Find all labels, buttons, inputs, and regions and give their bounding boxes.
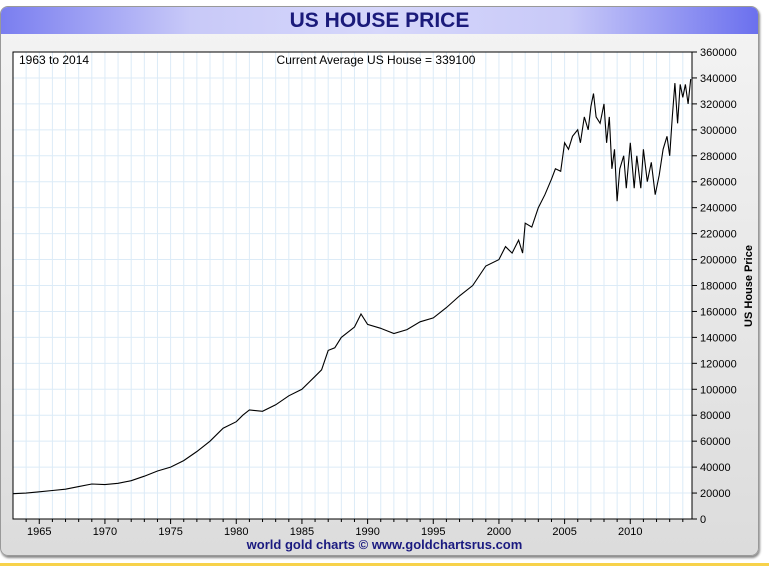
y-tick-label: 140000 xyxy=(700,332,737,344)
current-value-label: Current Average US House = 339100 xyxy=(277,53,476,67)
y-tick-label: 120000 xyxy=(700,358,737,370)
title-bar: US HOUSE PRICE xyxy=(1,7,758,34)
y-tick-label: 320000 xyxy=(700,99,737,111)
x-tick-label: 1980 xyxy=(224,526,248,538)
y-tick-label: 360000 xyxy=(700,47,737,59)
grid xyxy=(13,52,692,519)
y-tick-label: 40000 xyxy=(700,462,731,474)
y-tick-label: 20000 xyxy=(700,488,731,500)
y-tick-label: 220000 xyxy=(700,229,737,241)
range-label: 1963 to 2014 xyxy=(19,53,89,67)
y-axis-label: US House Price xyxy=(743,245,755,327)
series-line xyxy=(12,79,692,495)
y-tick-label: 160000 xyxy=(700,306,737,318)
x-tick-label: 1970 xyxy=(93,526,117,538)
x-tick-label: 1995 xyxy=(421,526,445,538)
y-tick-label: 240000 xyxy=(700,203,737,215)
plot-border xyxy=(12,51,693,520)
x-tick-label: 2010 xyxy=(618,526,642,538)
x-tick-label: 1975 xyxy=(158,526,182,538)
y-tick-label: 200000 xyxy=(700,255,737,267)
footer-credit: world gold charts © www.goldchartsrus.co… xyxy=(246,537,523,552)
y-tick-label: 100000 xyxy=(700,384,737,396)
y-tick-label: 280000 xyxy=(700,151,737,163)
y-tick-label: 60000 xyxy=(700,436,731,448)
x-tick-label: 2000 xyxy=(487,526,511,538)
x-tick-label: 1985 xyxy=(290,526,314,538)
y-tick-label: 340000 xyxy=(700,73,737,85)
x-tick-label: 2005 xyxy=(552,526,576,538)
x-tick-label: 1990 xyxy=(355,526,379,538)
x-tick-label: 1965 xyxy=(27,526,51,538)
y-tick-label: 300000 xyxy=(700,125,737,137)
y-tick-label: 260000 xyxy=(700,177,737,189)
axis-ticks: 0 20000 40000 60000 80000 100000 120000 140000 1… xyxy=(25,47,737,538)
bottom-divider xyxy=(0,563,769,566)
y-tick-label: 0 xyxy=(700,514,706,526)
y-tick-label: 180000 xyxy=(700,281,737,293)
y-tick-label: 80000 xyxy=(700,410,731,422)
chart-title: US HOUSE PRICE xyxy=(289,9,470,32)
